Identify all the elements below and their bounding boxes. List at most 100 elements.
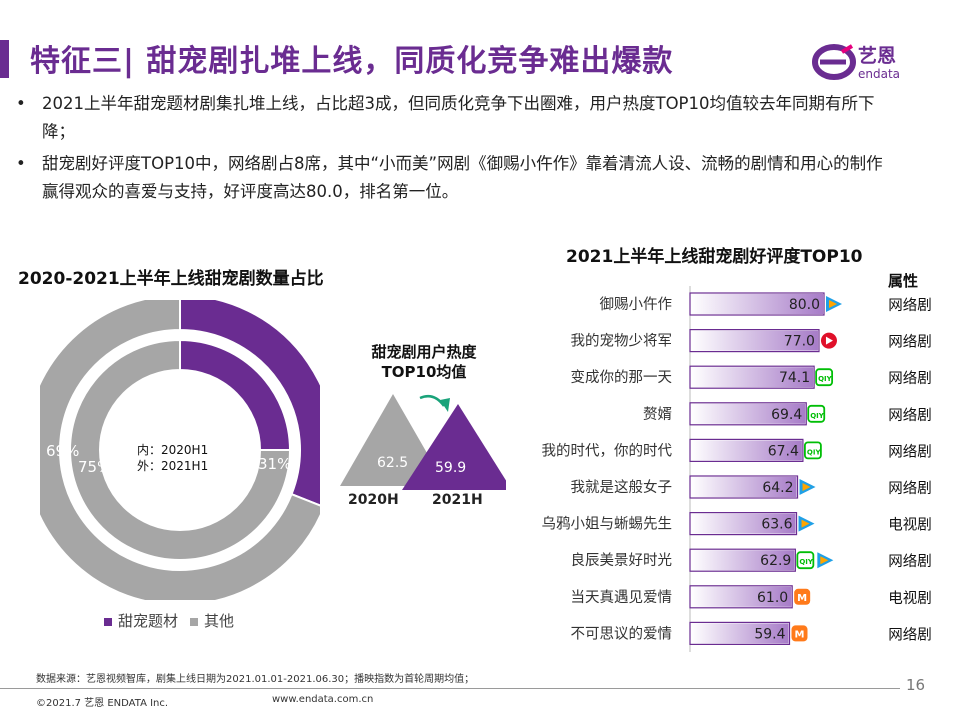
- ranking-category-label: 当天真遇见爱情: [571, 588, 673, 606]
- bullet-text: 甜宠剧好评度TOP10中，网络剧占8席，其中“小而美”网剧《御赐小仵作》靠着清流…: [42, 154, 883, 201]
- legend-item-other: 其他: [190, 610, 234, 631]
- mango-tv-icon: [791, 625, 808, 642]
- endata-logo-mark: [812, 44, 856, 80]
- ranking-bar: [691, 477, 797, 497]
- ranking-bar: [691, 294, 823, 314]
- iqiyi-icon-glyph: QIY: [818, 375, 833, 383]
- triangle-title-line2: TOP10均值: [381, 363, 467, 381]
- triangle-value-2021h: 59.9: [435, 460, 466, 476]
- legend-swatch-sweet: [104, 618, 112, 626]
- summary-bullets: • 2021上半年甜宠题材剧集扎堆上线，占比超3成，但同质化竞争下出圈难，用户热…: [16, 90, 896, 210]
- bullet-text: 2021上半年甜宠题材剧集扎堆上线，占比超3成，但同质化竞争下出圈难，用户热度T…: [42, 94, 875, 141]
- outer-sweet-slice: [179, 300, 320, 507]
- donut-chart-title: 2020-2021上半年上线甜宠剧数量占比: [18, 269, 324, 289]
- ranking-attribute-label: 网络剧: [888, 370, 932, 387]
- ranking-category-label: 不可思议的爱情: [571, 625, 673, 642]
- ranking-value-label: 67.4: [768, 443, 799, 459]
- data-source-note: 数据来源：艺恩视频智库，剧集上线日期为2021.01.01-2021.06.30…: [36, 674, 475, 685]
- ranking-value-label: 62.9: [760, 553, 791, 569]
- ranking-chart-title: 2021上半年上线甜宠剧好评度TOP10: [566, 247, 863, 267]
- ranking-category-label: 御赐小仵作: [600, 296, 673, 313]
- tencent-video-icon-inner: [802, 483, 811, 491]
- page-number: 16: [906, 676, 926, 694]
- ranking-category-label: 乌鸦小姐与蜥蜴先生: [542, 516, 673, 533]
- ranking-category-label: 赘婿: [643, 405, 672, 423]
- bullet-item: • 2021上半年甜宠题材剧集扎堆上线，占比超3成，但同质化竞争下出圈难，用户热…: [16, 90, 896, 146]
- ranking-value-label: 69.4: [771, 407, 802, 423]
- ranking-category-label: 我的宠物少将军: [571, 333, 673, 350]
- ranking-bar: [691, 513, 796, 534]
- bullet-dot: •: [16, 154, 26, 173]
- ranking-value-label: 80.0: [789, 297, 820, 313]
- outer-sweet-label: 31%: [258, 455, 291, 473]
- ranking-attribute-label: 网络剧: [888, 407, 932, 424]
- tencent-video-icon-inner: [829, 300, 837, 308]
- mango-tv-icon-glyph: M: [794, 629, 804, 640]
- inner-other-slice: [69, 338, 292, 561]
- inner-sweet-label: 25%: [227, 438, 260, 456]
- iqiyi-icon-glyph: QIY: [810, 412, 825, 420]
- ranking-value-label: 63.6: [761, 517, 792, 533]
- mango-tv-icon-glyph: M: [797, 593, 807, 604]
- copyright: ©2021.7 艺恩 ENDATA Inc.: [36, 698, 169, 709]
- ranking-value-label: 61.0: [757, 590, 788, 606]
- ranking-value-label: 64.2: [762, 480, 793, 496]
- triangle-2020h: [340, 394, 446, 486]
- decline-arrow-icon: [419, 395, 446, 407]
- ranking-bar: [691, 330, 818, 351]
- triangle-label-2020h: 2020H: [348, 492, 399, 508]
- ranking-bar: [691, 623, 789, 644]
- endata-logo: 艺恩 endata: [812, 44, 900, 81]
- iqiyi-icon: [807, 404, 826, 423]
- ranking-attribute-label: 电视剧: [888, 590, 932, 607]
- ranking-bar: [691, 403, 806, 424]
- attribute-header: 属性: [888, 272, 919, 290]
- iqiyi-icon: [815, 368, 834, 387]
- ranking-attribute-label: 网络剧: [888, 443, 932, 460]
- mango-tv-icon: [794, 588, 811, 605]
- bullet-dot: •: [16, 94, 26, 113]
- legend-label-sweet: 甜宠题材: [118, 612, 179, 630]
- legend-label-other: 其他: [204, 612, 235, 630]
- ranking-category-label: 良辰美景好时光: [571, 552, 673, 569]
- title-accent-bar: [0, 40, 9, 78]
- iqiyi-icon-glyph: QIY: [807, 448, 822, 456]
- iqiyi-icon: [796, 551, 815, 570]
- triangle-chart: 62.5 59.9 2020H 2021H: [340, 394, 506, 508]
- ranking-bar: [691, 367, 814, 388]
- ranking-attribute-label: 网络剧: [888, 297, 932, 314]
- triangle-value-2020h: 62.5: [377, 455, 408, 471]
- tencent-video-icon-inner: [820, 556, 829, 565]
- iqiyi-icon-glyph: QIY: [799, 558, 814, 566]
- footer-divider: [0, 688, 900, 689]
- outer-other-slice: [40, 300, 320, 600]
- ranking-category-label: 变成你的那一天: [571, 369, 673, 386]
- legend-swatch-other: [190, 618, 199, 626]
- logo-subtext: endata: [858, 67, 900, 81]
- ranking-attribute-label: 网络剧: [888, 480, 932, 497]
- ranking-attribute-label: 网络剧: [888, 626, 932, 643]
- triangle-2021h: [402, 404, 506, 490]
- triangle-label-2021h: 2021H: [432, 492, 483, 508]
- inner-other-label: 75%: [78, 458, 111, 476]
- legend-item-sweet: 甜宠题材: [104, 610, 178, 631]
- website-url: www.endata.com.cn: [272, 694, 374, 705]
- ranking-attribute-label: 网络剧: [888, 553, 932, 570]
- page-title: 特征三| 甜宠剧扎堆上线，同质化竞争难出爆款: [30, 44, 674, 79]
- logo-text: 艺恩: [858, 45, 896, 67]
- donut-center-line1: 内：2020H1: [137, 443, 208, 457]
- ranking-value-label: 59.4: [754, 626, 785, 642]
- youku-icon-play: [825, 336, 833, 345]
- donut-center-line2: 外：2021H1: [137, 459, 208, 473]
- ranking-value-label: 74.1: [779, 370, 810, 386]
- iqiyi-icon: [803, 441, 822, 460]
- ranking-value-label: 77.0: [784, 334, 815, 350]
- ranking-bar: [691, 550, 795, 571]
- ranking-category-label: 我就是这般女子: [571, 478, 673, 496]
- ranking-bar: [691, 440, 802, 461]
- donut-rings: [40, 300, 320, 600]
- ranking-category-label: 我的时代，你的时代: [542, 442, 673, 459]
- donut-legend: 甜宠题材 其他: [104, 610, 234, 631]
- outer-other-label: 69%: [46, 442, 79, 460]
